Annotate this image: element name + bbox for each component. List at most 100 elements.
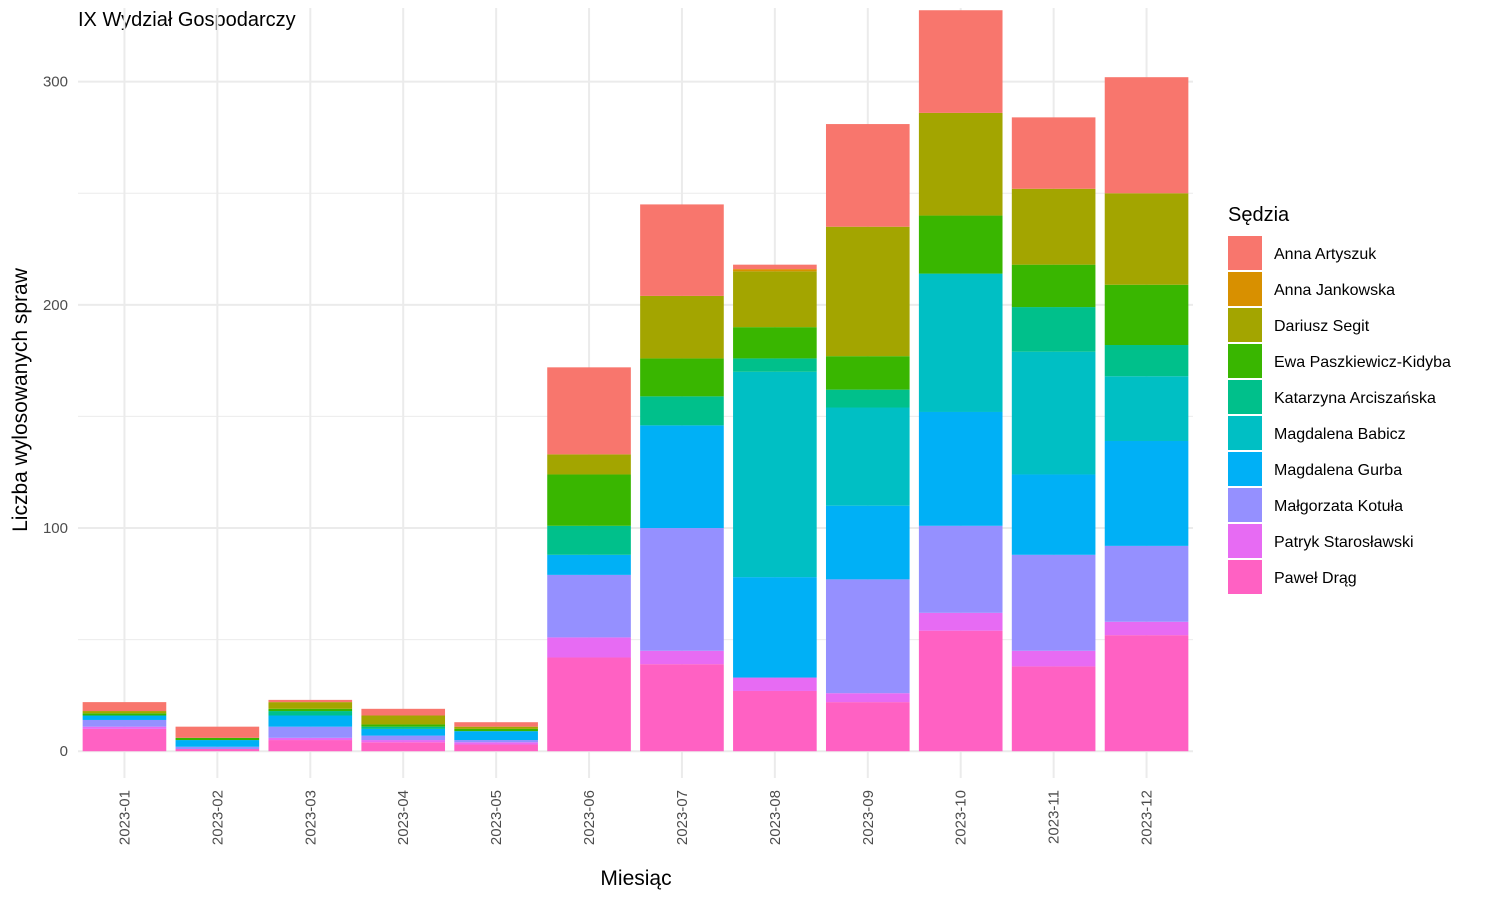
- bar-segment: [918, 525, 1003, 613]
- bar-segment: [825, 389, 910, 408]
- legend-label: Anna Jankowska: [1274, 282, 1395, 299]
- bar-segment: [918, 612, 1003, 631]
- y-axis-ticks: 0 100 200 300: [43, 74, 68, 761]
- bar-segment: [733, 358, 817, 372]
- legend-label: Paweł Drąg: [1274, 570, 1357, 587]
- bar-segment: [82, 726, 167, 729]
- legend-label: Anna Artyszuk: [1274, 246, 1377, 263]
- y-tick-label: 300: [43, 74, 68, 91]
- bar-segment: [547, 574, 631, 638]
- bar-segment: [361, 726, 446, 729]
- bar-segment: [1011, 307, 1096, 352]
- x-axis-ticks: 2023-01 2023-02 2023-03 2023-04 2023-05 2023-…: [116, 790, 1155, 845]
- bar-segment: [547, 367, 631, 455]
- legend-label: Magdalena Babicz: [1274, 426, 1406, 443]
- legend-key: [1228, 308, 1262, 342]
- x-tick-label: 2023-01: [116, 790, 133, 845]
- bar-segment: [175, 726, 260, 738]
- bar-segment: [733, 327, 817, 359]
- bar-segment: [825, 124, 910, 227]
- bar-segment: [640, 204, 724, 296]
- x-tick-label: 2023-11: [1046, 790, 1063, 844]
- bar-segment: [454, 722, 538, 727]
- bar-segment: [82, 719, 167, 727]
- bar-segment: [361, 728, 446, 736]
- bar-segment: [1011, 117, 1096, 189]
- bar-segment: [825, 356, 910, 390]
- bar-segment: [82, 711, 167, 714]
- bar-segment: [918, 10, 1003, 113]
- bar-segment: [175, 737, 260, 741]
- legend-label: Patryk Starosławski: [1274, 534, 1414, 551]
- bar-segment: [361, 715, 446, 725]
- bar-segment: [547, 454, 631, 475]
- bar-segment: [454, 744, 538, 752]
- bar-segment: [918, 273, 1003, 412]
- y-tick-label: 100: [43, 520, 68, 537]
- bar-segment: [268, 708, 353, 712]
- bar-segment: [547, 474, 631, 526]
- bar-segment: [825, 693, 910, 703]
- bar-segment: [733, 271, 817, 328]
- bar-segment: [918, 112, 1003, 216]
- bar-segment: [640, 650, 724, 665]
- bar-segment: [361, 742, 446, 752]
- bar-segment: [1011, 188, 1096, 265]
- bar-segment: [268, 699, 353, 703]
- legend-key: [1228, 416, 1262, 450]
- y-axis-title: Liczba wylosowanych spraw: [9, 267, 32, 532]
- legend-label: Małgorzata Kotuła: [1274, 498, 1403, 515]
- legend-label: Katarzyna Arciszańska: [1274, 390, 1436, 407]
- bar-segment: [82, 728, 167, 752]
- bar-segment: [82, 713, 167, 716]
- bar-segment: [361, 724, 446, 727]
- bar-segment: [268, 726, 353, 738]
- bar-segment: [825, 226, 910, 357]
- bar-segment: [640, 358, 724, 397]
- bar-segment: [1104, 345, 1189, 377]
- legend-key: [1228, 344, 1262, 378]
- bar-segment: [361, 740, 446, 743]
- bar-segment: [1011, 351, 1096, 475]
- bar-segment: [547, 657, 631, 752]
- legend-key: [1228, 560, 1262, 594]
- x-tick-label: 2023-09: [860, 790, 877, 845]
- bar-segment: [733, 371, 817, 578]
- bar-segment: [82, 715, 167, 720]
- bar-segment: [733, 690, 817, 752]
- x-tick-label: 2023-04: [395, 790, 412, 845]
- legend-label: Ewa Paszkiewicz-Kidyba: [1274, 354, 1451, 371]
- bar-segment: [1011, 264, 1096, 308]
- x-tick-label: 2023-05: [488, 790, 505, 845]
- bar-segment: [454, 731, 538, 741]
- x-axis-title: Miesiąc: [600, 867, 671, 890]
- bar-segment: [1011, 474, 1096, 555]
- bar-segment: [1104, 621, 1189, 636]
- bar-segment: [825, 505, 910, 580]
- bar-segment: [268, 715, 353, 727]
- bar-segment: [268, 740, 353, 752]
- legend-title: Sędzia: [1228, 204, 1290, 226]
- legend-label: Magdalena Gurba: [1274, 462, 1402, 479]
- legend-key: [1228, 524, 1262, 558]
- bar-segment: [1104, 193, 1189, 285]
- legend-key: [1228, 272, 1262, 306]
- bar-segment: [547, 637, 631, 658]
- bar-segment: [918, 215, 1003, 274]
- bar-segment: [1104, 376, 1189, 441]
- x-tick-label: 2023-03: [302, 790, 319, 845]
- bar-segment: [733, 577, 817, 678]
- bar-segment: [918, 411, 1003, 526]
- chart-title: IX Wydział Gospodarczy: [78, 9, 296, 31]
- bar-segment: [733, 269, 817, 272]
- bar-segment: [268, 702, 353, 709]
- bar-segment: [1104, 284, 1189, 346]
- legend-key: [1228, 380, 1262, 414]
- bar-segment: [1011, 666, 1096, 752]
- bar-segment: [175, 748, 260, 752]
- bar-segment: [361, 708, 446, 716]
- bars: [82, 10, 1189, 752]
- bar-segment: [1104, 440, 1189, 546]
- bar-segment: [454, 740, 538, 743]
